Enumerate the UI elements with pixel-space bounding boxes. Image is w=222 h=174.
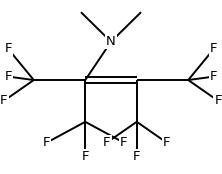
Text: F: F [210,42,218,55]
Text: F: F [163,136,170,149]
Text: F: F [0,94,8,107]
Text: F: F [214,94,222,107]
Text: F: F [81,150,89,163]
Text: F: F [210,70,218,83]
Text: N: N [106,35,116,48]
Text: F: F [4,42,12,55]
Text: F: F [133,150,141,163]
Text: F: F [4,70,12,83]
Text: F: F [43,136,50,149]
Text: F: F [103,136,111,149]
Text: F: F [120,136,128,149]
